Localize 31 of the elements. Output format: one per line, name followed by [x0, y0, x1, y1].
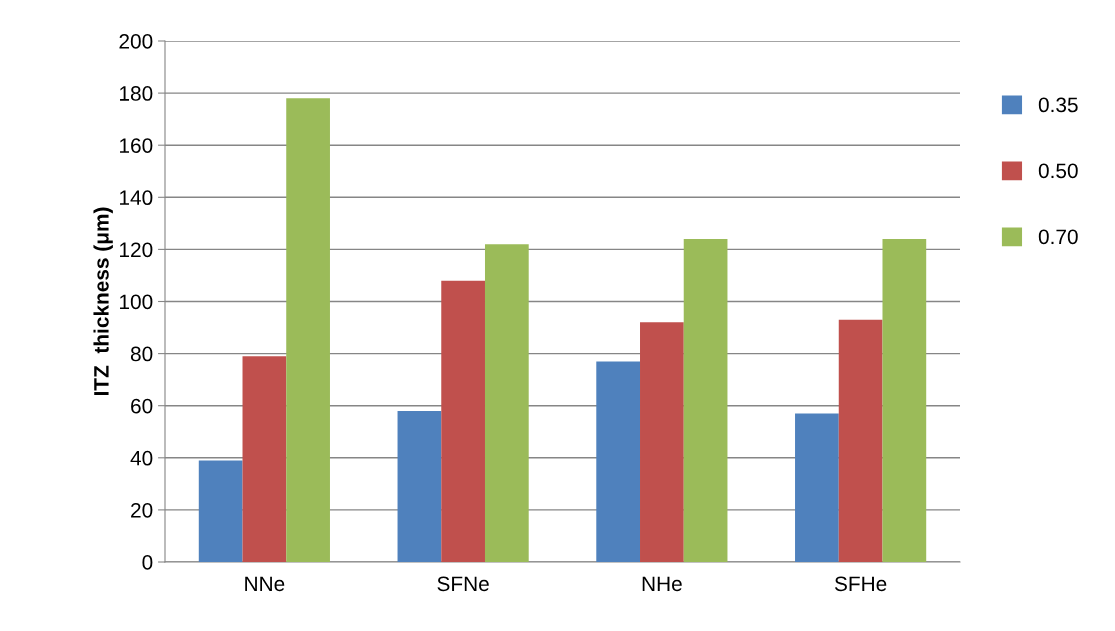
legend-label: 0.35 — [1038, 97, 1078, 113]
y-tick-label: 180 — [120, 86, 153, 101]
bar — [441, 280, 485, 562]
bar — [882, 238, 927, 562]
legend-label: 0.50 — [1038, 163, 1078, 179]
y-tick-label: 160 — [120, 138, 153, 153]
bar — [640, 322, 684, 562]
bar — [397, 410, 442, 562]
bar — [683, 238, 728, 562]
y-tick-label: 200 — [119, 34, 153, 49]
y-tick-label: 60 — [131, 398, 153, 414]
y-tick-label: 140 — [120, 190, 153, 206]
bar — [198, 460, 243, 562]
bar — [242, 356, 287, 562]
y-tick-label: 20 — [131, 502, 153, 518]
x-tick-label: SFHe — [834, 576, 887, 592]
bar — [795, 413, 839, 562]
x-tick-label: NHe — [642, 576, 682, 592]
y-tick-label: 100 — [120, 294, 153, 310]
bar — [596, 361, 641, 562]
y-tick-label: 80 — [130, 346, 153, 362]
y-axis-title: ITZ thickness (μm) — [93, 207, 113, 396]
legend-label: 0.70 — [1038, 229, 1078, 245]
bar — [838, 319, 883, 562]
y-tick-label: 40 — [130, 450, 153, 466]
y-tick-label: 120 — [120, 242, 153, 258]
x-tick-label: SFNe — [437, 576, 489, 592]
x-tick-label: NNe — [245, 576, 285, 592]
y-tick-label: 0 — [142, 555, 153, 570]
bar — [286, 98, 330, 562]
bar — [484, 244, 529, 562]
